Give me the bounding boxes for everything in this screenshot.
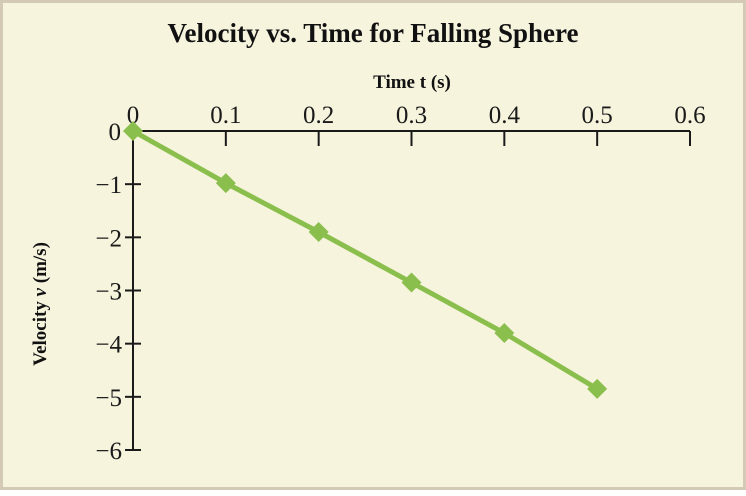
series-falling-sphere: [123, 121, 608, 399]
x-axis: 0 0.1 0.2 0.3 0.4 0.5 0.6: [127, 102, 706, 146]
x-tick-label: 0.1: [210, 102, 241, 129]
y-axis-title: Velocity v (m/s): [30, 242, 51, 366]
x-tick-label: 0.3: [396, 102, 427, 129]
y-axis-title-prefix: Velocity: [30, 296, 51, 365]
data-point-marker: [587, 378, 608, 399]
x-axis-title: Time t (s): [373, 72, 451, 93]
data-point-marker: [494, 323, 515, 344]
y-axis: 0 −1 −2 −3 −4 −5 −6: [95, 119, 141, 465]
data-point-marker: [308, 222, 329, 243]
x-tick-label: 0.5: [582, 102, 613, 129]
series-line: [131, 128, 599, 392]
y-tick-label: −4: [95, 332, 122, 359]
y-tick-label: −2: [95, 225, 122, 252]
x-tick-label: 0.4: [489, 102, 521, 129]
y-tick-label: −1: [95, 172, 122, 199]
y-tick-label: 0: [109, 119, 122, 146]
x-tick-label: 0.6: [674, 102, 705, 129]
data-point-marker: [215, 173, 236, 194]
y-axis-title-variable: v: [30, 287, 51, 296]
y-tick-label: −5: [95, 385, 122, 412]
chart-title: Velocity vs. Time for Falling Sphere: [167, 18, 578, 48]
y-tick-label: −6: [95, 438, 122, 465]
data-point-marker: [123, 121, 143, 141]
y-axis-title-suffix: (m/s): [30, 242, 51, 288]
x-tick-label: 0.2: [303, 102, 334, 129]
data-point-marker: [401, 272, 422, 293]
y-tick-label: −3: [95, 279, 122, 306]
x-tick-label: 0: [127, 102, 140, 129]
